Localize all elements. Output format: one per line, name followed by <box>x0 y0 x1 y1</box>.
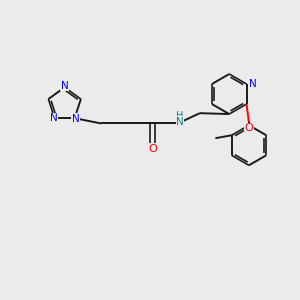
Text: N: N <box>72 114 80 124</box>
Text: O: O <box>244 123 253 133</box>
Text: N: N <box>50 113 57 123</box>
Text: N: N <box>249 79 256 89</box>
Text: H: H <box>176 111 184 121</box>
Text: N: N <box>61 80 68 91</box>
Text: N: N <box>176 117 184 127</box>
Text: O: O <box>148 143 157 154</box>
